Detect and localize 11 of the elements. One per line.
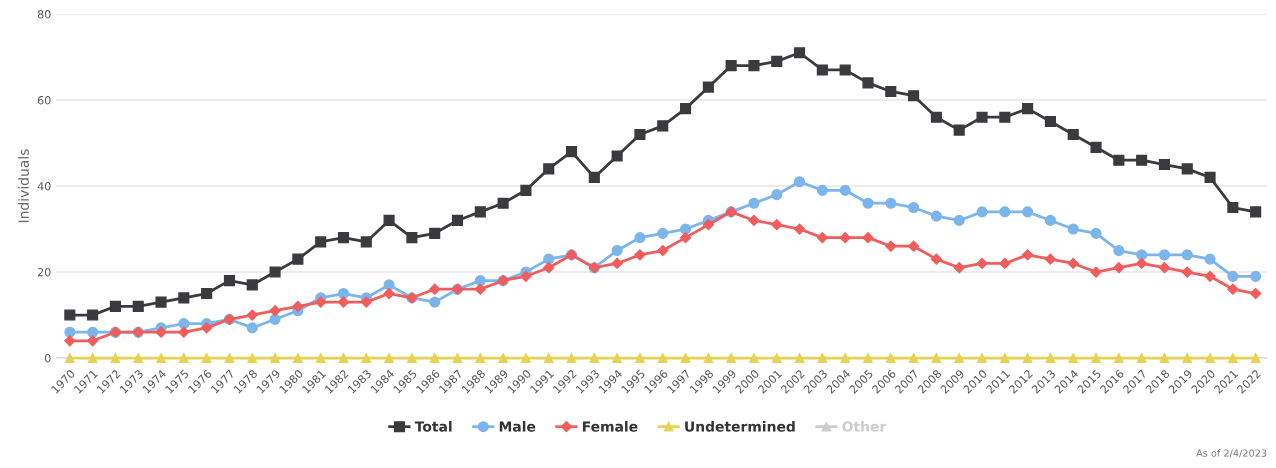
y-tick-label: 60 — [37, 96, 51, 105]
y-tick-label: 80 — [37, 10, 51, 19]
legend-label: Male — [499, 421, 536, 432]
y-tick-label: 0 — [44, 353, 51, 363]
y-axis-title: Individuals — [18, 149, 29, 223]
legend-label: Female — [582, 421, 638, 432]
text: As of 2/4/2023 — [1196, 449, 1267, 458]
legend-label: Total — [414, 421, 452, 432]
legend-label: Undetermined — [685, 421, 795, 432]
y-tick-label: 20 — [37, 268, 51, 277]
y-tick-label: 40 — [37, 182, 51, 191]
